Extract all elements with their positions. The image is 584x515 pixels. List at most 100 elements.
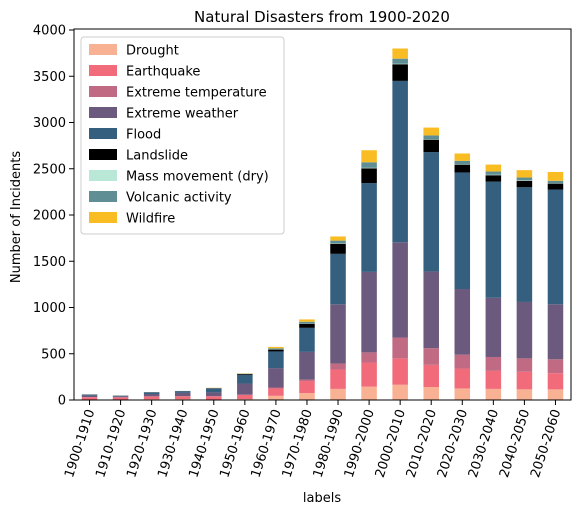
plot-frame [73,28,572,401]
bar-segment-landslide-1950-1960 [237,374,253,375]
bar-segment-extreme-weather-1990-2000 [361,271,377,353]
bar-segment-flood-2030-2040 [485,181,502,298]
legend-swatch-landslide [89,149,117,160]
bar-segment-earthquake-2000-2010 [392,358,408,385]
bar-segment-earthquake-2020-2030 [454,368,471,389]
legend-label-landslide: Landslide [126,149,188,164]
bar-segment-extreme-temperature-2040-2050 [516,358,533,372]
bar-segment-landslide-1990-2000 [361,168,377,184]
x-tick-label-1910-1920: 1910-1920 [93,408,129,480]
bar-segment-extreme-weather-2020-2030 [454,289,471,355]
bar-segment-flood-1970-1980 [299,327,315,352]
bar-segment-drought-1960-1970 [268,395,284,400]
bar-segment-flood-2020-2030 [454,172,471,289]
bar-segment-earthquake-2040-2050 [516,371,533,390]
bar-segment-flood-2000-2010 [392,80,408,243]
bar-segment-earthquake-1940-1950 [206,396,222,400]
bar-segment-wildfire-2030-2040 [485,164,502,172]
bar-segment-volcanic-activity-1980-1990 [330,240,346,244]
bar-segment-volcanic-activity-1970-1980 [299,321,315,324]
bar-segment-extreme-weather-1970-1980 [299,351,315,380]
bar-segment-extreme-temperature-2000-2010 [392,337,408,359]
bar-segment-flood-1940-1950 [206,388,222,393]
bar-segment-extreme-temperature-2030-2040 [485,356,502,371]
bar-segment-extreme-weather-1960-1970 [268,368,284,388]
x-axis: 1900-19101910-19201920-19301930-19401940… [62,400,564,480]
bar-segment-flood-1990-2000 [361,183,377,272]
x-axis-label: labels [303,491,341,506]
x-tick-label-2030-2040: 2030-2040 [466,408,502,480]
bar-segment-flood-1920-1930 [143,392,160,394]
bar-segment-landslide-2050-2060 [547,183,564,190]
bar-segment-flood-2010-2020 [423,152,439,272]
bar-segment-extreme-weather-1920-1930 [143,393,160,397]
x-tick-label-1970-1980: 1970-1980 [280,408,316,480]
x-tick-label-1960-1970: 1960-1970 [249,408,285,480]
bar-segment-earthquake-1950-1960 [237,394,253,400]
bar-segment-volcanic-activity-2030-2040 [485,171,502,175]
bar-segment-volcanic-activity-2050-2060 [547,180,564,184]
bar-segment-wildfire-2040-2050 [516,170,533,178]
legend-swatch-extreme-temperature [89,86,117,97]
bar-segment-wildfire-2010-2020 [423,127,439,136]
bar-segment-extreme-weather-1940-1950 [206,392,222,397]
x-tick-label-1920-1930: 1920-1930 [124,408,160,480]
bar-segment-extreme-temperature-1990-2000 [361,352,377,363]
legend-swatch-earthquake [89,65,117,76]
bar-segment-earthquake-1920-1930 [143,396,160,400]
x-tick-label-2020-2030: 2020-2030 [435,408,471,480]
legend-swatch-flood [89,128,117,139]
bar-segment-extreme-weather-1930-1940 [174,392,191,397]
bar-segment-drought-1980-1990 [330,388,346,400]
bar-segment-extreme-weather-2040-2050 [516,301,533,359]
bar-segment-volcanic-activity-2020-2030 [454,160,471,165]
legend-label-wildfire: Wildfire [126,212,175,227]
x-tick-label-2050-2060: 2050-2060 [528,408,564,480]
legend-label-earthquake: Earthquake [126,65,200,80]
bar-segment-wildfire-1970-1980 [299,319,315,322]
bar-segment-drought-2000-2010 [392,384,408,400]
legend-swatch-extreme-weather [89,107,117,118]
bar-segment-extreme-temperature-1970-1980 [299,379,315,382]
bar-segment-landslide-2010-2020 [423,139,439,153]
bar-segment-wildfire-1960-1970 [268,346,284,349]
legend-box [80,36,285,235]
bar-segment-earthquake-1900-1910 [81,397,98,400]
bar-segment-extreme-temperature-1980-1990 [330,363,346,370]
bar-segment-earthquake-1990-2000 [361,362,377,387]
bar-segment-extreme-weather-1980-1990 [330,304,346,364]
y-tick-label-0: 0 [58,394,66,409]
bar-segment-drought-2020-2030 [454,388,471,400]
bar-segment-landslide-2030-2040 [485,175,502,182]
bar-segment-landslide-2020-2030 [454,164,471,173]
y-tick-label-2500: 2500 [33,162,66,177]
bar-segment-drought-1990-2000 [361,386,377,400]
legend-label-extreme-weather: Extreme weather [126,107,239,122]
y-tick-label-4000: 4000 [33,24,66,39]
bar-segment-flood-1950-1960 [237,374,253,384]
bar-segment-flood-1960-1970 [268,351,284,369]
bar-segment-wildfire-2000-2010 [392,48,408,59]
legend-swatch-volcanic-activity [89,191,117,202]
x-tick-label-2010-2020: 2010-2020 [404,408,440,480]
bar-segment-earthquake-1910-1920 [112,397,129,400]
bar-segment-earthquake-1980-1990 [330,369,346,389]
bar-segment-extreme-weather-1910-1920 [112,396,129,398]
bar-segment-earthquake-1930-1940 [174,396,191,400]
bar-segment-volcanic-activity-2010-2020 [423,135,439,140]
bar-segment-extreme-weather-1900-1910 [81,395,98,398]
legend-label-mass-movement-dry-: Mass movement (dry) [126,170,269,185]
bar-segment-extreme-temperature-1960-1970 [268,387,284,389]
bars-group [81,48,564,400]
bar-segment-landslide-2040-2050 [516,180,533,188]
y-tick-label-1500: 1500 [33,255,66,270]
bar-segment-drought-2050-2060 [547,389,564,400]
bar-segment-flood-2040-2050 [516,187,533,302]
x-tick-label-1930-1940: 1930-1940 [155,408,191,480]
bar-segment-earthquake-2030-2040 [485,370,502,389]
y-tick-label-3000: 3000 [33,116,66,131]
bar-segment-earthquake-1960-1970 [268,388,284,396]
x-tick-label-1980-1990: 1980-1990 [311,408,347,480]
bar-segment-wildfire-1980-1990 [330,236,346,241]
